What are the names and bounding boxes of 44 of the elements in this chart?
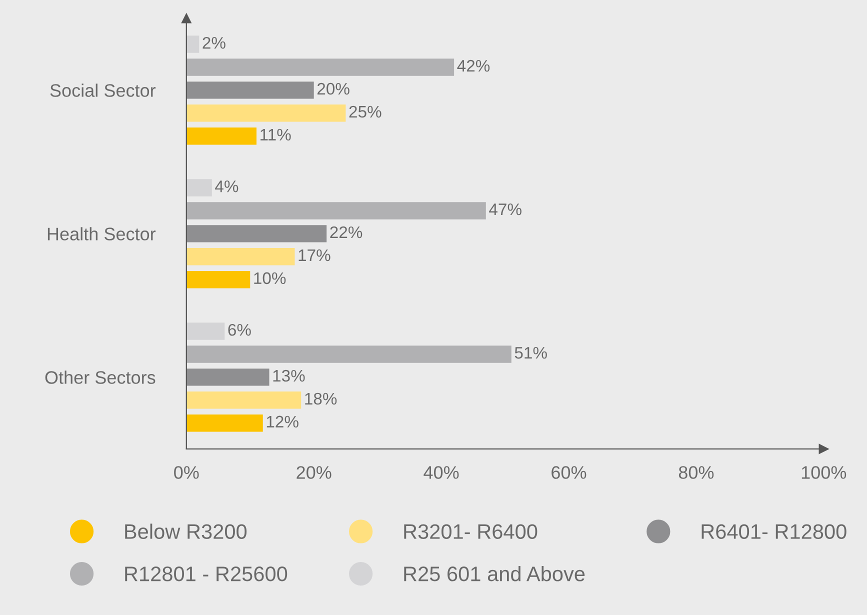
data-label: 18%	[305, 392, 337, 405]
bar	[186, 346, 512, 363]
data-label: 4%	[215, 180, 238, 192]
data-label: 47%	[489, 203, 522, 216]
legend-label: R6401- R12800	[702, 524, 846, 539]
bar	[186, 82, 314, 99]
x-tick-label: 80%	[678, 466, 714, 479]
data-label: 17%	[298, 249, 330, 262]
data-label: 2%	[202, 36, 226, 49]
bar	[186, 392, 302, 409]
bar	[186, 58, 454, 76]
data-label: 12%	[266, 416, 298, 428]
data-label: 22%	[330, 226, 362, 238]
x-tick-label: 100%	[802, 466, 846, 479]
bar	[186, 271, 250, 288]
data-label: 10%	[254, 272, 286, 284]
bar	[186, 179, 212, 196]
x-tick-label: 20%	[296, 466, 332, 479]
legend-label: R12801 - R25600	[125, 566, 288, 582]
bar	[186, 36, 200, 53]
data-label: 11%	[260, 128, 291, 141]
legend-label: R25 601 and Above	[404, 566, 585, 582]
data-label: 13%	[273, 370, 305, 382]
bar	[186, 248, 295, 266]
bar	[186, 368, 270, 386]
y-tick-label: Social Sector	[50, 84, 156, 97]
legend-label: Below R3200	[125, 524, 247, 539]
bar	[186, 414, 263, 432]
data-label: 51%	[514, 346, 547, 359]
bar	[186, 225, 327, 242]
y-tick-label: Other Sectors	[45, 370, 156, 384]
bar	[186, 322, 225, 340]
x-tick-label: 40%	[424, 466, 459, 479]
data-label: 20%	[317, 82, 350, 95]
bar	[186, 128, 256, 145]
legend-label: R3201- R6400	[404, 524, 538, 539]
data-label: 25%	[349, 106, 382, 118]
bar	[186, 104, 346, 122]
data-label: 42%	[457, 60, 490, 72]
data-label: 6%	[228, 324, 251, 336]
x-tick-label: 60%	[552, 466, 586, 479]
y-tick-label: Health Sector	[48, 227, 156, 240]
x-tick-label: 0%	[174, 466, 199, 479]
bar	[186, 202, 486, 220]
